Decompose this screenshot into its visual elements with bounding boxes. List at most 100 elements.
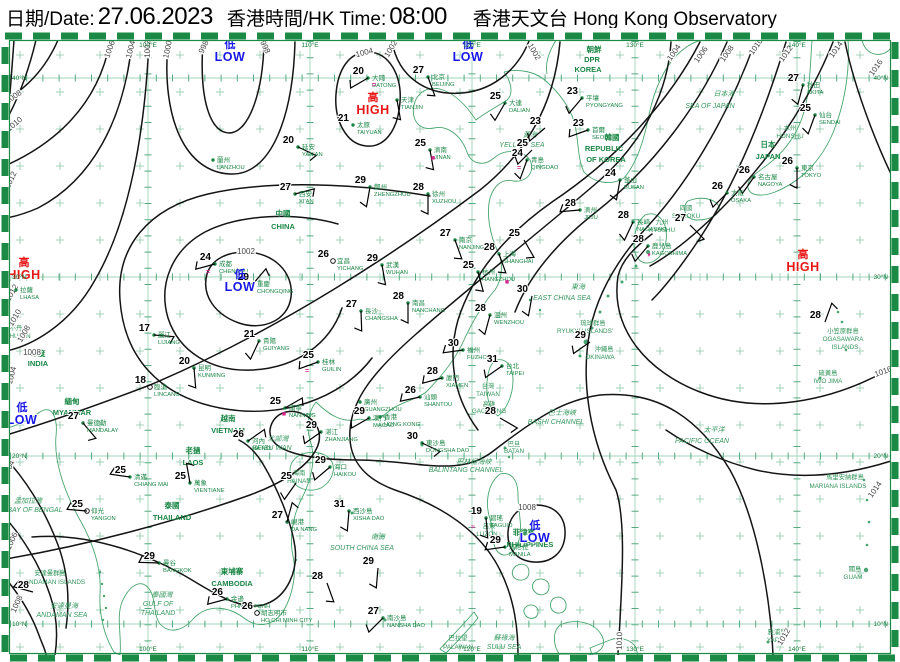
- wind-barb: [484, 541, 506, 551]
- geo-label: 南海: [371, 533, 386, 541]
- station-name-en: BUSAN: [624, 185, 644, 191]
- isobar-label: 1002: [237, 247, 255, 256]
- station-name-en: JEJU: [584, 215, 598, 221]
- isobar: [10, 40, 15, 103]
- geo-label: 泰國: [164, 500, 180, 510]
- isobar-label: 1008: [23, 348, 41, 357]
- geo-label: 巴林坦海峽: [457, 458, 493, 466]
- isobar: [166, 41, 296, 175]
- latitude-label-left: 30°N: [12, 273, 27, 281]
- station-temperature: 24: [605, 168, 617, 179]
- isobar: [10, 40, 150, 351]
- latitude-label-left: 20°N: [12, 452, 27, 460]
- geo-label: 高雄: [483, 399, 496, 408]
- small-island: [101, 618, 105, 622]
- station-name-zh: 貴陽: [263, 336, 277, 345]
- station-name-zh: 大阪: [731, 188, 745, 197]
- station-name-zh: 拉薩: [20, 285, 34, 294]
- station-temperature: 26: [233, 429, 245, 440]
- coastline: [633, 213, 667, 264]
- geo-label: 沖繩島: [595, 344, 614, 353]
- station-temperature: 29: [144, 551, 156, 562]
- station-obs: 25: [514, 137, 533, 166]
- station-name-zh: 上海: [503, 249, 517, 258]
- station-name-en: AKITA: [807, 90, 823, 96]
- geo-label: MARIANA ISLANDS: [809, 483, 866, 490]
- station-name-zh: 宜昌: [337, 256, 350, 265]
- coastline: [315, 71, 533, 421]
- station-temperature: 26: [739, 165, 751, 176]
- station-obs: 29: [571, 329, 591, 355]
- station-name-zh: 蘭州: [217, 155, 230, 164]
- small-island: [606, 294, 610, 298]
- station-temperature: 27: [675, 213, 687, 224]
- wind-barb: [521, 295, 533, 317]
- station-temperature: 25: [517, 138, 529, 149]
- station-name-en: XIAMEN: [446, 383, 468, 389]
- wind-barb: [709, 192, 728, 209]
- weather-symbol: ▾: [647, 252, 651, 259]
- station-temperature: 28: [18, 580, 30, 591]
- geo-label: MYANMAR: [53, 408, 92, 417]
- isobar: [514, 41, 728, 313]
- station-temperature: 28: [633, 234, 645, 245]
- small-island: [538, 308, 542, 312]
- isobar: [10, 40, 37, 115]
- station-name-en: XISHA DAO: [353, 516, 385, 522]
- station-obs: 28: [484, 405, 519, 434]
- chart-header: 日期/Date: 27.06.2023 香港時間/HK Time: 08:00 …: [0, 0, 900, 34]
- geo-label: 緬甸: [65, 396, 80, 406]
- station-name-zh: 西安: [299, 189, 313, 198]
- small-island: [865, 498, 869, 502]
- station-name-en: CHIANG MAI: [134, 482, 169, 488]
- wind-barb: [359, 186, 371, 208]
- station-temperature: 28: [485, 406, 497, 417]
- small-island: [507, 455, 511, 459]
- geo-label: BEIBU WAN: [252, 445, 292, 452]
- station-temperature: 28: [484, 242, 496, 253]
- station-temperature: 27: [68, 411, 80, 422]
- wind-barb: [349, 77, 369, 89]
- isobar: [10, 41, 133, 218]
- station-temperature: 25: [270, 396, 282, 407]
- wind-barb: [425, 149, 435, 171]
- station-name-zh: 南寧: [289, 403, 303, 412]
- station-name-zh: 南昌: [412, 298, 425, 307]
- station-name-en: FUZHOU: [467, 355, 491, 361]
- station-temperature: 26: [712, 181, 724, 192]
- longitude-label-top: 140°E: [788, 41, 806, 49]
- wind-barb: [497, 253, 507, 274]
- station-name-zh: 首爾: [592, 125, 606, 134]
- pressure-center-zh: 低: [529, 518, 541, 532]
- pressure-center-zh: 低: [16, 400, 28, 414]
- geo-label: LAOS: [183, 458, 204, 467]
- geo-label: 巴旦: [508, 440, 521, 448]
- station-name-en: TAIYUAN: [357, 130, 382, 136]
- wind-barb: [354, 310, 363, 332]
- wind-barb: [138, 554, 160, 564]
- station-temperature: 24: [200, 252, 212, 263]
- isobar: [10, 40, 59, 99]
- station-name-zh: 香港: [384, 412, 398, 421]
- isobar: [335, 51, 401, 147]
- geo-label: 呂宋: [483, 521, 496, 530]
- pressure-center-zh: 高: [19, 255, 30, 269]
- pressure-center-en: LOW: [453, 50, 484, 64]
- station-name-en: KUNMING: [198, 373, 226, 379]
- geo-label: 東海: [571, 283, 586, 291]
- isobar: [10, 393, 774, 655]
- pressure-center-en: LOW: [520, 531, 551, 545]
- small-island: [766, 640, 770, 644]
- station-name-en: NAGASAKI: [637, 227, 667, 233]
- geo-label: 硫黃島: [819, 368, 838, 377]
- isobar-label: 1004: [5, 365, 18, 385]
- wind-barb: [478, 314, 491, 336]
